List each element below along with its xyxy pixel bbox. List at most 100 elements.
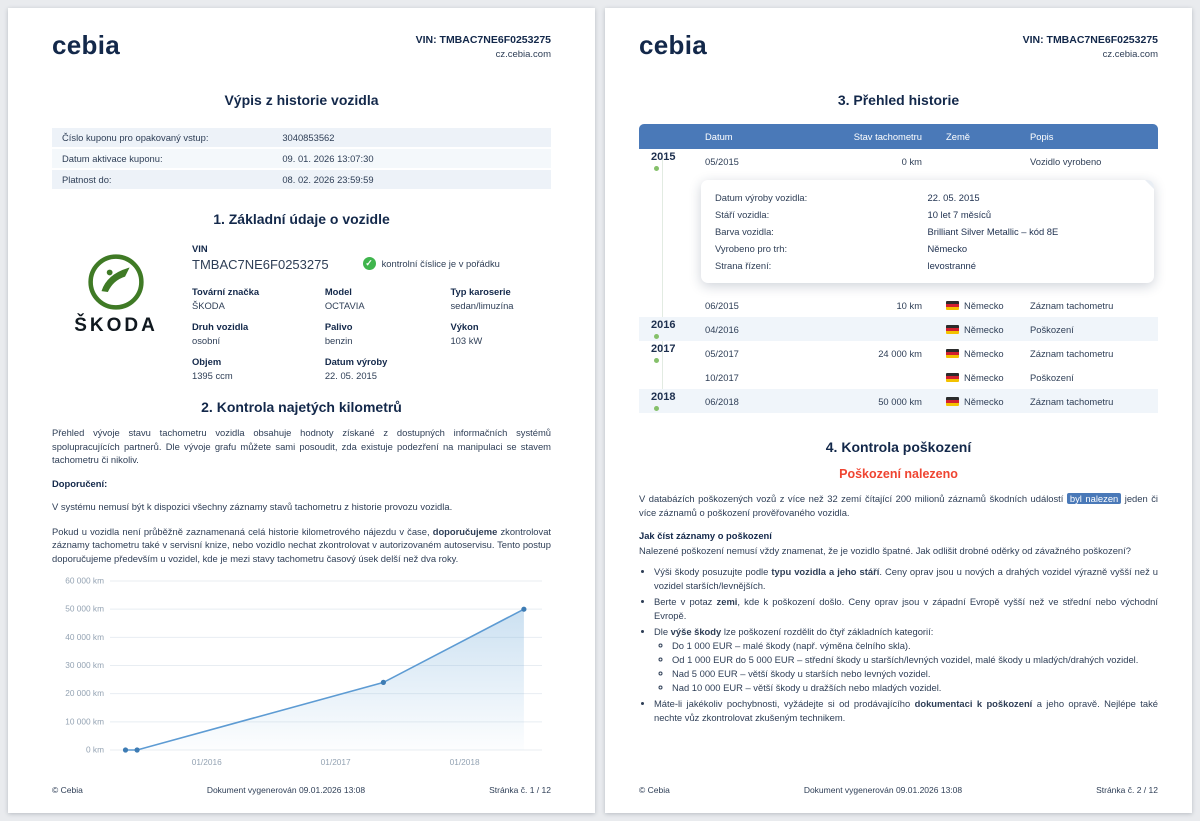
svg-text:60 000 km: 60 000 km	[65, 576, 104, 586]
header-site-link[interactable]: cz.cebia.com	[495, 49, 551, 60]
country-name: Německo	[964, 323, 1004, 335]
field-label: Typ karoserie	[450, 286, 511, 297]
svg-text:20 000 km: 20 000 km	[65, 689, 104, 699]
footer-page-number: Stránka č. 1 / 12	[489, 785, 551, 795]
vin-check: ✓ kontrolní číslice je v pořádku	[362, 257, 500, 272]
timeline-year: 2018	[651, 391, 676, 403]
cell-country: Německo	[934, 372, 1026, 383]
page2-footer: © Cebia Dokument vygenerován 09.01.2026 …	[639, 785, 1158, 795]
detail-value: Brilliant Silver Metallic – kód 8E	[927, 226, 1059, 237]
germany-flag-icon	[946, 372, 959, 382]
check-icon: ✓	[362, 257, 376, 270]
svg-text:50 000 km: 50 000 km	[65, 604, 104, 614]
detail-label: Datum výroby vozidla:	[715, 192, 808, 203]
mileage-intro: Přehled vývoje stavu tachometru vozidla …	[52, 427, 551, 466]
coupon-label: Datum aktivace kuponu:	[62, 153, 163, 164]
history-row[interactable]: 2015 05/2015 0 km Vozidlo vyrobeno	[639, 149, 1158, 173]
detail-label: Strana řízení:	[715, 260, 772, 271]
page-1: cebia VIN: TMBAC7NE6F0253275 cz.cebia.co…	[8, 8, 595, 813]
history-row[interactable]: 10/2017 Německo Poškození	[639, 365, 1158, 389]
coupon-label: Číslo kuponu pro opakovaný vstup:	[62, 132, 209, 143]
cell-description: Poškození	[1030, 323, 1074, 335]
vin-check-text: kontrolní číslice je v pořádku	[381, 258, 500, 269]
cell-datum: 06/2018	[705, 395, 739, 407]
damage-how-text: Nalezené poškození nemusí vždy znamenat,…	[639, 545, 1131, 557]
coupon-value: 08. 02. 2026 23:59:59	[282, 174, 374, 185]
history-row[interactable]: 06/2015 10 km Německo Záznam tachometru	[639, 293, 1158, 317]
germany-flag-icon	[946, 348, 959, 358]
detail-label: Stáří vozidla:	[715, 209, 770, 220]
bullet-item: Máte-li jakékoliv pochybnosti, vyžádejte…	[654, 697, 1158, 725]
page1-title: Výpis z historie vozidla	[224, 92, 379, 108]
header-vin: VIN: TMBAC7NE6F0253275	[415, 34, 551, 46]
field-label: Objem	[192, 356, 222, 367]
history-row[interactable]: 2018 06/2018 50 000 km Německo Záznam ta…	[639, 389, 1158, 413]
history-row[interactable]: 2017 05/2017 24 000 km Německo Záznam ta…	[639, 341, 1158, 365]
germany-flag-icon	[946, 324, 959, 334]
timeline-dot-icon	[654, 166, 659, 171]
field-value: 103 kW	[450, 335, 483, 346]
mileage-p1: V systému nemusí být k dispozici všechny…	[52, 500, 453, 512]
mileage-p2: Pokud u vozidla není průběžně zaznamenan…	[52, 525, 552, 564]
cell-tachometer: 0 km	[901, 155, 922, 167]
vin-value: TMBAC7NE6F0253275	[192, 257, 329, 272]
country-name: Německo	[964, 347, 1004, 359]
field-value: benzin	[324, 335, 353, 346]
field-label: Výkon	[450, 321, 479, 332]
cell-tachometer: 10 km	[896, 299, 922, 311]
header-vin: VIN: TMBAC7NE6F0253275	[1022, 34, 1158, 46]
footer-generated: Dokument vygenerován 09.01.2026 13:08	[803, 785, 963, 795]
sub-bullet-item: Nad 10 000 EUR – větší škody u dražších …	[672, 681, 1158, 695]
svg-text:40 000 km: 40 000 km	[65, 632, 104, 642]
germany-flag-icon	[946, 300, 959, 310]
cell-description: Záznam tachometru	[1030, 347, 1114, 359]
page2-header: cebia VIN: TMBAC7NE6F0253275 cz.cebia.co…	[639, 32, 1158, 60]
coupon-value: 09. 01. 2026 13:07:30	[282, 153, 374, 164]
timeline-year: 2015	[651, 151, 676, 163]
country-name: Německo	[964, 299, 1004, 311]
field-label: Datum výroby	[324, 356, 388, 367]
timeline-dot-icon	[654, 406, 659, 411]
footer-copyright: © Cebia	[52, 785, 83, 795]
page1-footer: © Cebia Dokument vygenerován 09.01.2026 …	[52, 785, 551, 795]
cell-description: Vozidlo vyrobeno	[1030, 155, 1102, 167]
field-label: Tovární značka	[192, 286, 260, 297]
detail-value: 22. 05. 2015	[927, 192, 980, 203]
coupon-row: Číslo kuponu pro opakovaný vstup: 304085…	[52, 128, 551, 147]
detail-value: levostranné	[927, 260, 976, 271]
bullet-text: Dle výše škody lze poškození rozdělit do…	[654, 625, 934, 637]
cell-country: Německo	[934, 396, 1026, 407]
country-name: Německo	[964, 371, 1004, 383]
page-2: cebia VIN: TMBAC7NE6F0253275 cz.cebia.co…	[605, 8, 1192, 813]
vehicle-summary: ŠKODA VIN TMBAC7NE6F0253275 ✓ kontrolní …	[52, 243, 551, 381]
timeline-line	[662, 156, 663, 403]
cebia-logo: cebia	[52, 30, 120, 60]
coupon-table: Číslo kuponu pro opakovaný vstup: 304085…	[52, 128, 551, 189]
field-value: ŠKODA	[192, 300, 225, 311]
history-row[interactable]: 2016 04/2016 Německo Poškození	[639, 317, 1158, 341]
cell-country: Německo	[934, 348, 1026, 359]
svg-text:10 000 km: 10 000 km	[65, 717, 104, 727]
bullet-item: Dle výše škody lze poškození rozdělit do…	[654, 625, 1158, 696]
timeline-year: 2017	[651, 343, 676, 355]
cell-description: Poškození	[1030, 371, 1074, 383]
vin-label: VIN	[192, 243, 208, 254]
section3-title: 3. Přehled historie	[837, 92, 960, 108]
bullet-item: Výši škody posuzujte podle typu vozidla …	[654, 565, 1158, 593]
damage-how-title: Jak číst záznamy o poškození	[639, 530, 772, 542]
sub-bullet-item: Nad 5 000 EUR – větší škody u starších n…	[672, 667, 1158, 681]
cell-datum: 04/2016	[705, 323, 739, 335]
header-country: Země	[946, 131, 970, 142]
page1-header: cebia VIN: TMBAC7NE6F0253275 cz.cebia.co…	[52, 32, 551, 60]
field-value: 1395 ccm	[192, 370, 233, 381]
field-value: OCTAVIA	[324, 300, 365, 311]
history-table-header: Datum Stav tachometru Země Popis	[639, 124, 1158, 149]
header-site-link[interactable]: cz.cebia.com	[1102, 49, 1158, 60]
section4-title: 4. Kontrola poškození	[825, 439, 972, 455]
cell-tachometer: 24 000 km	[878, 347, 922, 359]
bullet-item: Berte v potaz zemi, kde k poškození došl…	[654, 595, 1158, 623]
vehicle-fields: Tovární značka ŠKODA Model OCTAVIA Typ kar…	[192, 286, 551, 381]
cebia-logo: cebia	[639, 30, 707, 60]
header-tachometer: Stav tachometru	[853, 131, 922, 142]
coupon-row: Datum aktivace kuponu: 09. 01. 2026 13:0…	[52, 149, 551, 168]
